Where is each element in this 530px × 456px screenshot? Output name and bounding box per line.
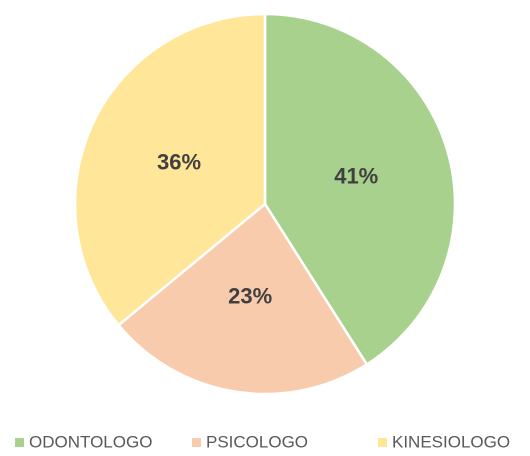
data-label: 41% bbox=[334, 163, 378, 188]
pie-slice bbox=[116, 202, 369, 396]
legend-label: PSICOLOGO bbox=[206, 432, 308, 451]
legend-swatch bbox=[192, 438, 201, 447]
data-label: 23% bbox=[228, 284, 272, 309]
pie-slice bbox=[73, 12, 267, 327]
legend-label: ODONTOLOGO bbox=[29, 432, 152, 451]
legend-swatch bbox=[15, 438, 24, 447]
legend-label: KINESIOLOGO bbox=[392, 432, 510, 451]
data-label: 36% bbox=[157, 149, 201, 174]
legend-swatch bbox=[378, 438, 387, 447]
